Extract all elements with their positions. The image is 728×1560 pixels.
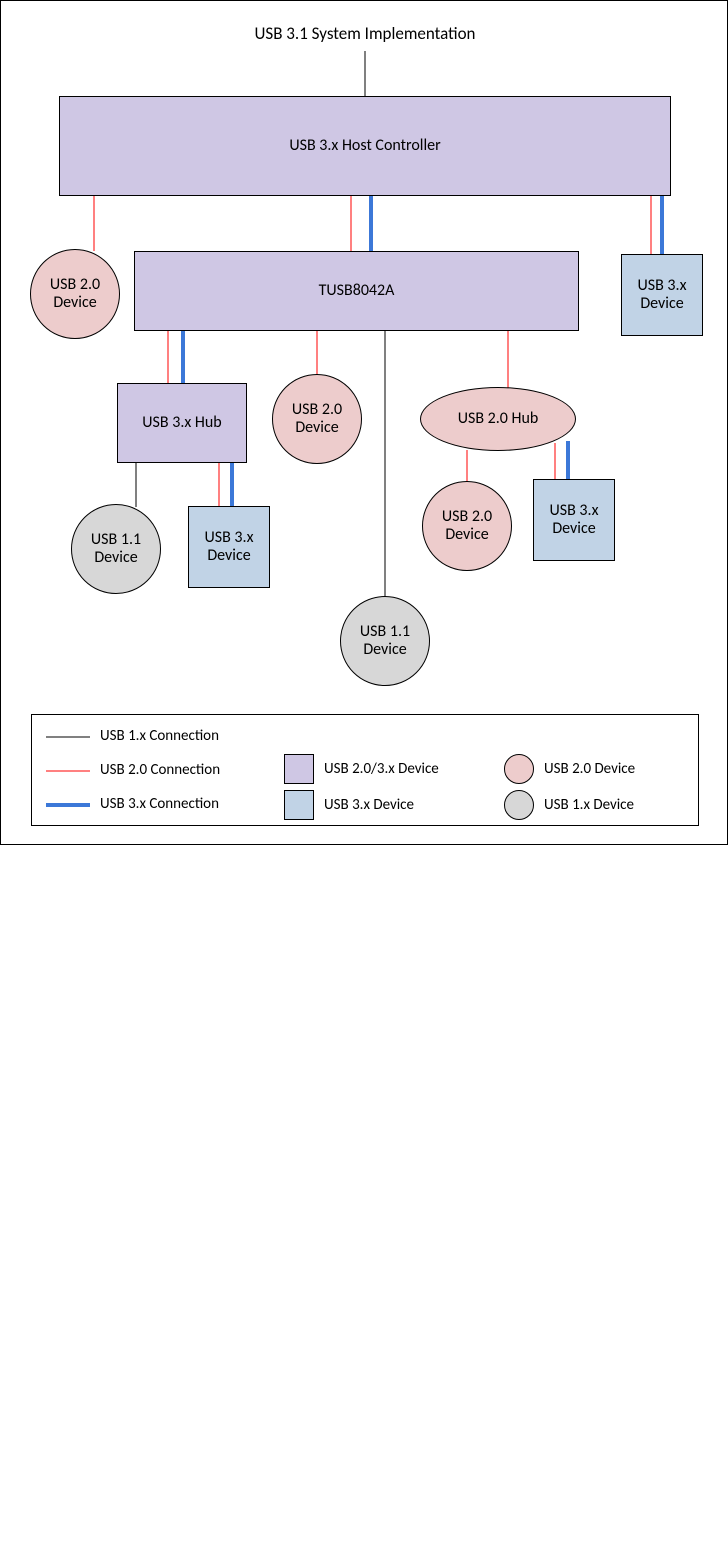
legend-swatch [284, 754, 314, 784]
node-usb20_mid: USB 2.0 Device [272, 374, 362, 464]
node-usb3x_a: USB 3.x Device [188, 506, 270, 588]
legend-swatch [284, 790, 314, 820]
node-usb20_left: USB 2.0 Device [30, 249, 120, 339]
node-label: USB 2.0 Device [288, 399, 346, 440]
node-hub3x: USB 3.x Hub [117, 383, 247, 463]
node-label: USB 3.x Hub [138, 412, 225, 434]
legend-label: USB 2.0 Device [544, 760, 635, 778]
legend-box: USB 1.x Connection USB 2.0 Connection USB … [31, 714, 699, 826]
node-label: USB 1.1 Device [356, 621, 414, 662]
legend-label: USB 1.x Device [544, 796, 634, 814]
node-usb11_a: USB 1.1 Device [71, 504, 161, 594]
legend-label: USB 1.x Connection [100, 727, 219, 745]
node-tusb: TUSB8042A [134, 251, 579, 331]
node-label: USB 2.0 Device [46, 274, 104, 315]
node-label: USB 2.0 Device [438, 506, 496, 547]
legend-label: USB 3.x Device [324, 796, 414, 814]
node-label: USB 3.x Device [545, 500, 602, 541]
node-usb3x_right: USB 3.x Device [621, 254, 703, 336]
node-hub20: USB 2.0 Hub [420, 387, 576, 451]
node-usb3x_b: USB 3.x Device [533, 479, 615, 561]
node-usb20_b: USB 2.0 Device [422, 481, 512, 571]
legend-label: USB 2.0/3.x Device [324, 760, 439, 778]
node-label: USB 3.x Host Controller [285, 135, 444, 157]
node-host: USB 3.x Host Controller [59, 96, 671, 196]
legend-swatch [504, 754, 534, 784]
node-label: USB 2.0 Hub [454, 408, 543, 430]
legend-swatch [504, 790, 534, 820]
node-usb11_b: USB 1.1 Device [340, 596, 430, 686]
legend-label: USB 3.x Connection [100, 795, 219, 813]
node-label: USB 3.x Device [633, 275, 690, 316]
node-label: TUSB8042A [315, 280, 399, 302]
node-label: USB 3.x Device [200, 527, 257, 568]
node-label: USB 1.1 Device [87, 529, 145, 570]
legend-label: USB 2.0 Connection [100, 761, 220, 779]
diagram-canvas: USB 3.1 System Implementation USB 3.x Ho… [0, 0, 728, 845]
